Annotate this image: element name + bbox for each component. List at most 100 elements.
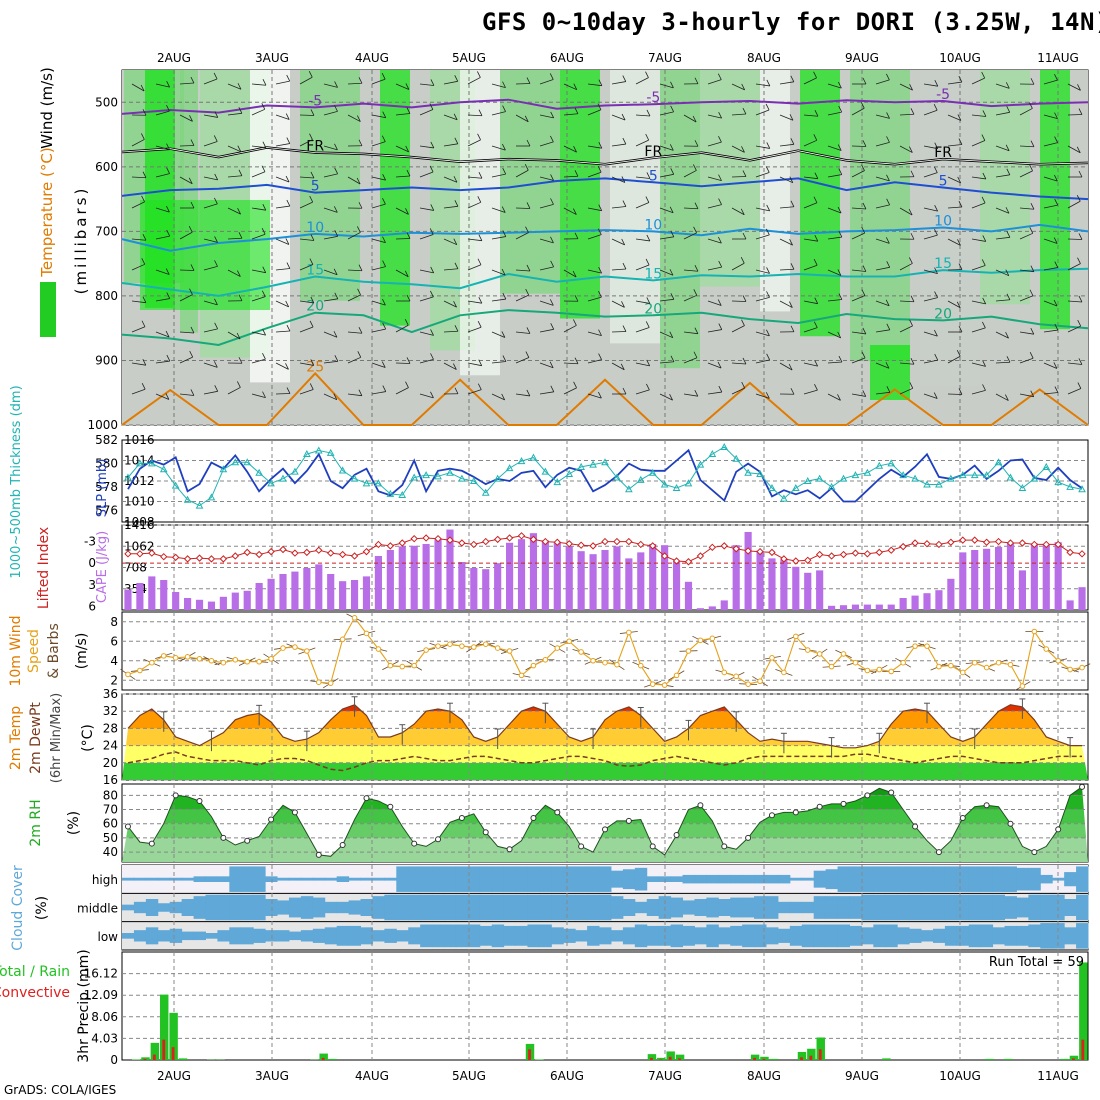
wind-barb-flag bbox=[237, 381, 241, 388]
wind-barb bbox=[947, 144, 962, 147]
wind-barb-flag bbox=[141, 320, 146, 327]
top-date-label: 2AUG bbox=[157, 51, 191, 65]
cape-bar bbox=[804, 572, 812, 610]
wind-barb bbox=[611, 238, 625, 246]
wind-barb bbox=[491, 83, 506, 89]
wind-barb bbox=[923, 297, 938, 302]
cloud-cell-middle bbox=[145, 899, 159, 916]
wind-barb-flag bbox=[1030, 203, 1035, 210]
cloud-cell-middle bbox=[324, 901, 338, 914]
wind-barb-flag bbox=[309, 258, 314, 265]
wind-barb bbox=[875, 362, 890, 369]
cloud-cell-high bbox=[1040, 874, 1053, 884]
wind-barb bbox=[875, 79, 890, 85]
wind-barb-flag bbox=[166, 80, 170, 88]
cloud-cell-high bbox=[1064, 872, 1077, 887]
wind-barb-flag bbox=[524, 115, 529, 122]
wind-barb bbox=[443, 176, 458, 183]
li-marker bbox=[362, 547, 371, 556]
cloud-cell-middle bbox=[229, 894, 242, 921]
chart-title: GFS 0~10day 3-hourly for DORI (3.25W, 14… bbox=[482, 8, 1100, 36]
wind-barb-flag bbox=[837, 394, 841, 401]
wind-barb-flag bbox=[838, 355, 843, 363]
cloud-cell-high bbox=[1076, 866, 1089, 892]
wind-barb-flag bbox=[885, 237, 890, 244]
wind-barb-flag bbox=[622, 200, 627, 207]
cloud-cell-high bbox=[861, 866, 874, 892]
cape-bar bbox=[899, 597, 907, 610]
wind-barb bbox=[299, 201, 313, 209]
thickness-marker bbox=[851, 471, 860, 479]
wind-barb-flag bbox=[670, 293, 675, 300]
convective-bar bbox=[800, 1057, 803, 1060]
cloud-cell-low bbox=[837, 924, 850, 948]
wind-axis-label-3: & Barbs bbox=[46, 623, 62, 679]
wind-barb-flag bbox=[669, 269, 674, 276]
li-tick: 0 bbox=[88, 556, 96, 570]
thickness-marker bbox=[136, 459, 144, 467]
wind-barb-flag bbox=[934, 291, 938, 298]
wind-barb bbox=[419, 145, 434, 149]
rh-marker bbox=[148, 840, 155, 847]
rh-marker bbox=[768, 812, 775, 819]
wind-barb-flag bbox=[1077, 382, 1082, 389]
cloud-cell-high bbox=[479, 866, 493, 892]
wind-barb bbox=[299, 76, 313, 85]
wind-barb bbox=[731, 325, 745, 333]
wind-speed-marker bbox=[673, 672, 680, 679]
rh-tick: 70 bbox=[103, 803, 118, 817]
wind-barb-flag bbox=[934, 267, 938, 274]
wind-barb bbox=[995, 174, 1010, 178]
cape-bar bbox=[386, 549, 394, 610]
wind-barb bbox=[155, 83, 170, 88]
cloud-cell-high bbox=[205, 876, 218, 882]
cloud-cell-low bbox=[372, 930, 385, 942]
wind-barb-flag bbox=[502, 143, 506, 151]
wind-barb-flag bbox=[1054, 136, 1058, 143]
wind-barb-flag bbox=[166, 292, 171, 299]
wind-barb-flag bbox=[525, 351, 530, 358]
wind-barb bbox=[707, 391, 722, 395]
rh-marker bbox=[268, 816, 275, 823]
wind-barb-flag bbox=[766, 79, 771, 87]
wind-barb bbox=[995, 83, 1010, 89]
wind-barb-flag bbox=[237, 145, 242, 152]
wind-barb-flag bbox=[765, 103, 770, 111]
wind-barb bbox=[875, 176, 890, 182]
wind-barb-flag bbox=[670, 168, 675, 175]
wind-barb-flag bbox=[382, 236, 386, 243]
cape-bar bbox=[863, 604, 871, 610]
cloud-cell-low bbox=[682, 925, 695, 946]
wind-speed-marker bbox=[888, 668, 895, 675]
thickness-marker bbox=[159, 465, 168, 473]
cloud-cell-high bbox=[909, 866, 922, 892]
wind-barb-flag bbox=[598, 353, 602, 360]
wind-barb-flag bbox=[166, 167, 170, 174]
wind-barb-flag bbox=[404, 270, 409, 277]
rh-axis-unit: (%) bbox=[66, 811, 82, 835]
li-marker bbox=[815, 550, 824, 559]
wind-barb bbox=[275, 300, 289, 308]
cloud-cell-low bbox=[515, 925, 528, 946]
wind-barb bbox=[491, 236, 506, 240]
wind-barb bbox=[899, 263, 913, 271]
li-marker bbox=[959, 536, 967, 544]
cloud-cell-low bbox=[766, 927, 779, 945]
precip-bar bbox=[675, 1054, 685, 1060]
cloud-cell-high bbox=[408, 866, 421, 892]
wind-barb-flag bbox=[1054, 386, 1059, 393]
wind-barb bbox=[947, 114, 962, 121]
cloud-cell-low bbox=[921, 930, 934, 942]
wind-barb-flag bbox=[261, 165, 266, 172]
cape-bar bbox=[1006, 543, 1015, 610]
wind-barb-flag bbox=[814, 235, 819, 242]
wind-barb bbox=[971, 77, 985, 85]
wind-barb bbox=[371, 391, 386, 395]
li-marker bbox=[1018, 539, 1027, 547]
rh-shade bbox=[800, 70, 840, 337]
cape-tick: 1416 bbox=[124, 518, 155, 532]
wind-barb-flag bbox=[334, 105, 338, 112]
wind-barb bbox=[755, 83, 770, 87]
wind-barb bbox=[131, 139, 145, 147]
wind-barb-flag bbox=[453, 300, 457, 308]
